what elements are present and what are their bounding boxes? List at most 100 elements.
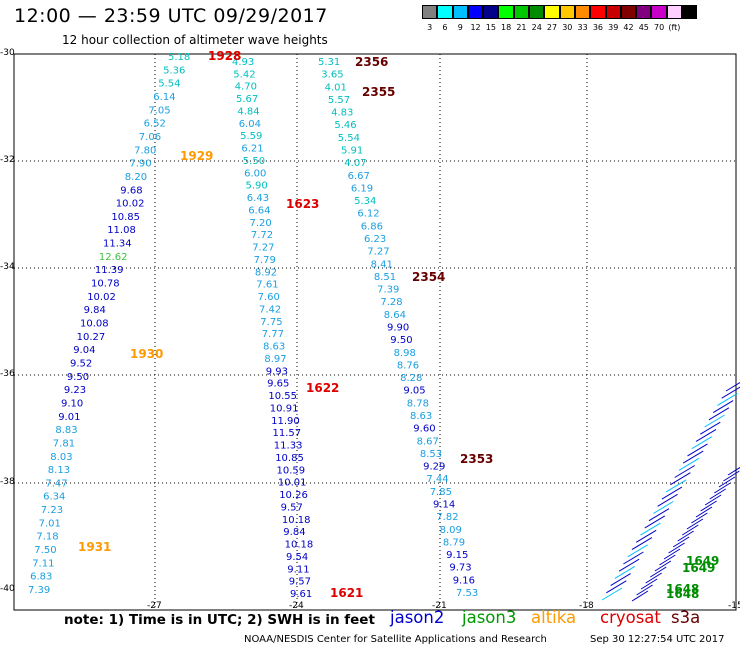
- wave-height-value: 8.03: [50, 452, 72, 463]
- legend-swatch: [590, 5, 606, 19]
- wave-height-value: 6.43: [247, 193, 269, 204]
- legend-label: 70: [654, 23, 665, 32]
- wave-height-value: 11.90: [271, 416, 300, 427]
- satellite-label-jason2: jason2: [390, 608, 445, 627]
- legend-label: 15: [485, 23, 496, 32]
- latitude-label: -30: [0, 48, 15, 58]
- wave-height-value: 4.84: [237, 107, 259, 118]
- jason2-track-mark: [644, 515, 666, 529]
- satellite-label-jason3: jason3: [462, 608, 517, 627]
- jason2-track-mark: [700, 421, 721, 435]
- wave-height-value: 6.14: [153, 92, 175, 103]
- wave-height-value: 8.63: [263, 342, 285, 353]
- jason2-track-mark: [665, 479, 687, 493]
- legend-label: 42: [623, 23, 634, 32]
- jason2-track-mark: [704, 414, 725, 428]
- legend-swatch: [544, 5, 560, 19]
- wave-height-value: 10.55: [268, 391, 297, 402]
- jason2-track-mark: [687, 443, 708, 457]
- footer-timestamp: Sep 30 12:27:54 UTC 2017: [590, 634, 725, 645]
- jason2-track-mark: [640, 578, 658, 590]
- pass-time-label: 1648: [666, 582, 699, 596]
- wave-height-value: 10.59: [277, 465, 306, 476]
- footer-credit: NOAA/NESDIS Center for Satellite Applica…: [244, 634, 547, 645]
- legend-swatch: [483, 5, 499, 19]
- jason2-track-mark: [682, 524, 699, 536]
- satellite-label-altika: altika: [531, 608, 577, 627]
- wave-height-value: 5.57: [328, 95, 350, 106]
- wave-height-value: 4.07: [344, 158, 366, 169]
- wave-height-value: 7.28: [380, 297, 402, 308]
- wave-height-value: 9.15: [446, 550, 468, 561]
- jason2-track-mark: [677, 530, 694, 542]
- jason2-track-mark: [663, 548, 681, 560]
- wave-height-value: 7.39: [28, 585, 50, 596]
- wave-height-value: 10.02: [116, 199, 145, 210]
- wave-height-value: 9.57: [289, 577, 311, 588]
- wave-height-value: 6.04: [239, 119, 261, 130]
- longitude-label: -21: [432, 601, 447, 611]
- jason2-track-mark: [614, 565, 636, 579]
- wave-height-value: 3.65: [321, 70, 343, 81]
- wave-height-value: 10.01: [278, 478, 307, 489]
- wave-height-value: 8.13: [48, 465, 70, 476]
- wave-height-value: 8.63: [410, 411, 432, 422]
- wave-height-value: 6.00: [244, 168, 266, 179]
- wave-height-value: 7.18: [36, 532, 58, 543]
- jason2-track-mark: [668, 542, 685, 554]
- wave-height-value: 9.52: [70, 359, 92, 370]
- wave-height-value: 8.41: [371, 259, 393, 270]
- pass-time-label: 2356: [355, 55, 388, 69]
- wave-height-value: 10.91: [270, 403, 299, 414]
- pass-time-label: 1931: [78, 540, 111, 554]
- legend-swatch: [605, 5, 621, 19]
- legend-label: 36: [592, 23, 603, 32]
- wave-height-value: 9.16: [453, 575, 475, 586]
- jason2-track-mark: [708, 407, 730, 421]
- wave-height-value: 5.34: [354, 196, 376, 207]
- jason2-track-mark: [674, 465, 695, 478]
- jason2-track-mark: [682, 450, 704, 464]
- jason2-track-mark: [661, 486, 683, 500]
- jason2-track-mark: [631, 590, 649, 602]
- wave-height-value: 9.90: [387, 323, 409, 334]
- wave-height-value: 12.62: [99, 252, 128, 263]
- jason2-track-mark: [645, 572, 662, 584]
- footer-note: note: 1) Time is in UTC; 2) SWH is in fe…: [64, 612, 375, 628]
- jason2-track-mark: [712, 400, 734, 414]
- latitude-label: -34: [0, 262, 15, 272]
- latitude-label: -32: [0, 155, 15, 165]
- color-legend: 3 6 9 12 15 18 21 24 27 30 33 36 39 42 45 70 (ft): [422, 5, 698, 32]
- wave-height-value: 11.33: [274, 441, 303, 452]
- wave-height-value: 7.53: [456, 588, 478, 599]
- wave-height-value: 7.11: [32, 558, 54, 569]
- jason2-track-mark: [672, 536, 690, 548]
- legend-label: 3: [427, 23, 433, 32]
- wave-height-value: 5.54: [158, 79, 180, 90]
- wave-height-value: 9.04: [73, 345, 95, 356]
- wave-height-value: 10.18: [285, 540, 314, 551]
- page-title: 12:00 — 23:59 UTC 09/29/2017: [14, 5, 328, 27]
- jason2-track-mark: [659, 554, 676, 566]
- wave-height-value: 5.31: [318, 57, 340, 68]
- wave-height-value: 8.09: [440, 525, 462, 536]
- legend-labels: 3 6 9 12 15 18 21 24 27 30 33 36 39 42 45 70 (ft): [422, 19, 697, 32]
- wave-height-value: 7.77: [262, 329, 284, 340]
- wave-height-value: 5.46: [334, 120, 356, 131]
- pass-time-label: 1649: [682, 561, 715, 575]
- legend-swatch: [452, 5, 468, 19]
- wave-height-value: 5.50: [243, 156, 265, 167]
- jason2-track-mark: [635, 529, 657, 543]
- legend-swatch: [666, 5, 683, 19]
- wave-height-value: 8.51: [374, 272, 396, 283]
- jason2-track-mark: [657, 493, 678, 507]
- pass-time-label: 1928: [208, 49, 241, 63]
- wave-height-value: 6.19: [351, 183, 373, 194]
- jason2-track-mark: [678, 457, 700, 471]
- jason2-track-mark: [610, 573, 631, 587]
- longitude-label: -18: [579, 601, 594, 611]
- wave-height-value: 6.21: [241, 144, 263, 155]
- jason2-track-mark: [700, 500, 717, 512]
- wave-height-value: 10.85: [111, 212, 140, 223]
- legend-swatch: [513, 5, 530, 19]
